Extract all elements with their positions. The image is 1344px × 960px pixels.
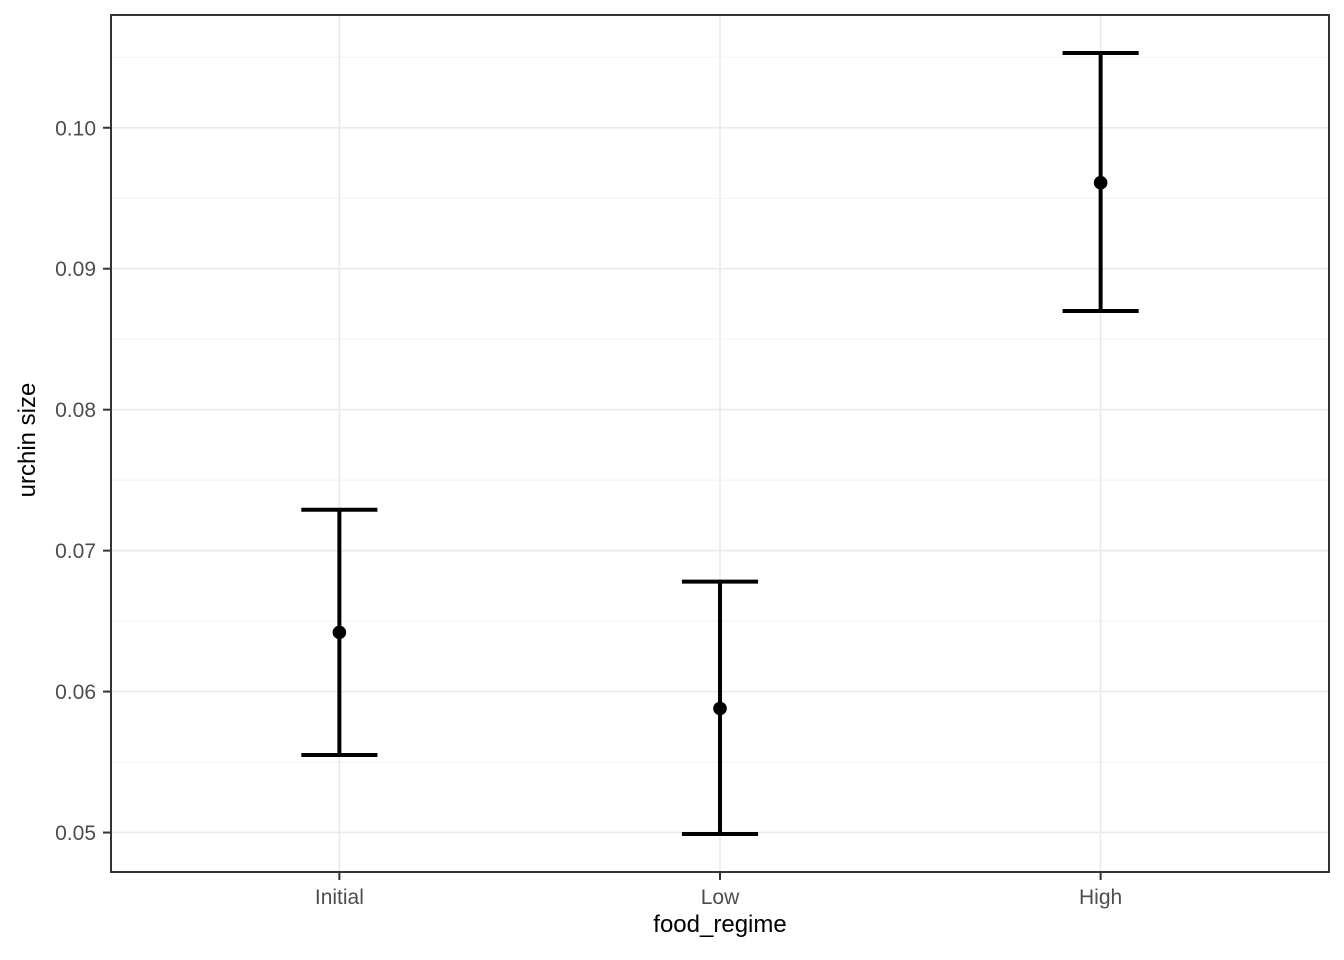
x-axis-title: food_regime	[653, 911, 787, 938]
y-tick-label: 0.09	[55, 258, 96, 281]
point-low	[713, 701, 727, 716]
y-tick-label: 0.07	[55, 540, 96, 563]
y-tick-label: 0.10	[55, 117, 96, 140]
y-tick-label: 0.08	[55, 399, 96, 422]
y-tick-label: 0.06	[55, 681, 96, 704]
x-tick-label: High	[1079, 886, 1122, 909]
y-axis-title: urchin size	[14, 382, 41, 498]
y-tick-label: 0.05	[55, 822, 96, 845]
point-high	[1093, 175, 1108, 190]
point-initial	[332, 625, 347, 640]
panel-border	[110, 14, 1330, 873]
x-tick-label: Initial	[315, 886, 364, 909]
x-tick-label: Low	[701, 886, 740, 909]
